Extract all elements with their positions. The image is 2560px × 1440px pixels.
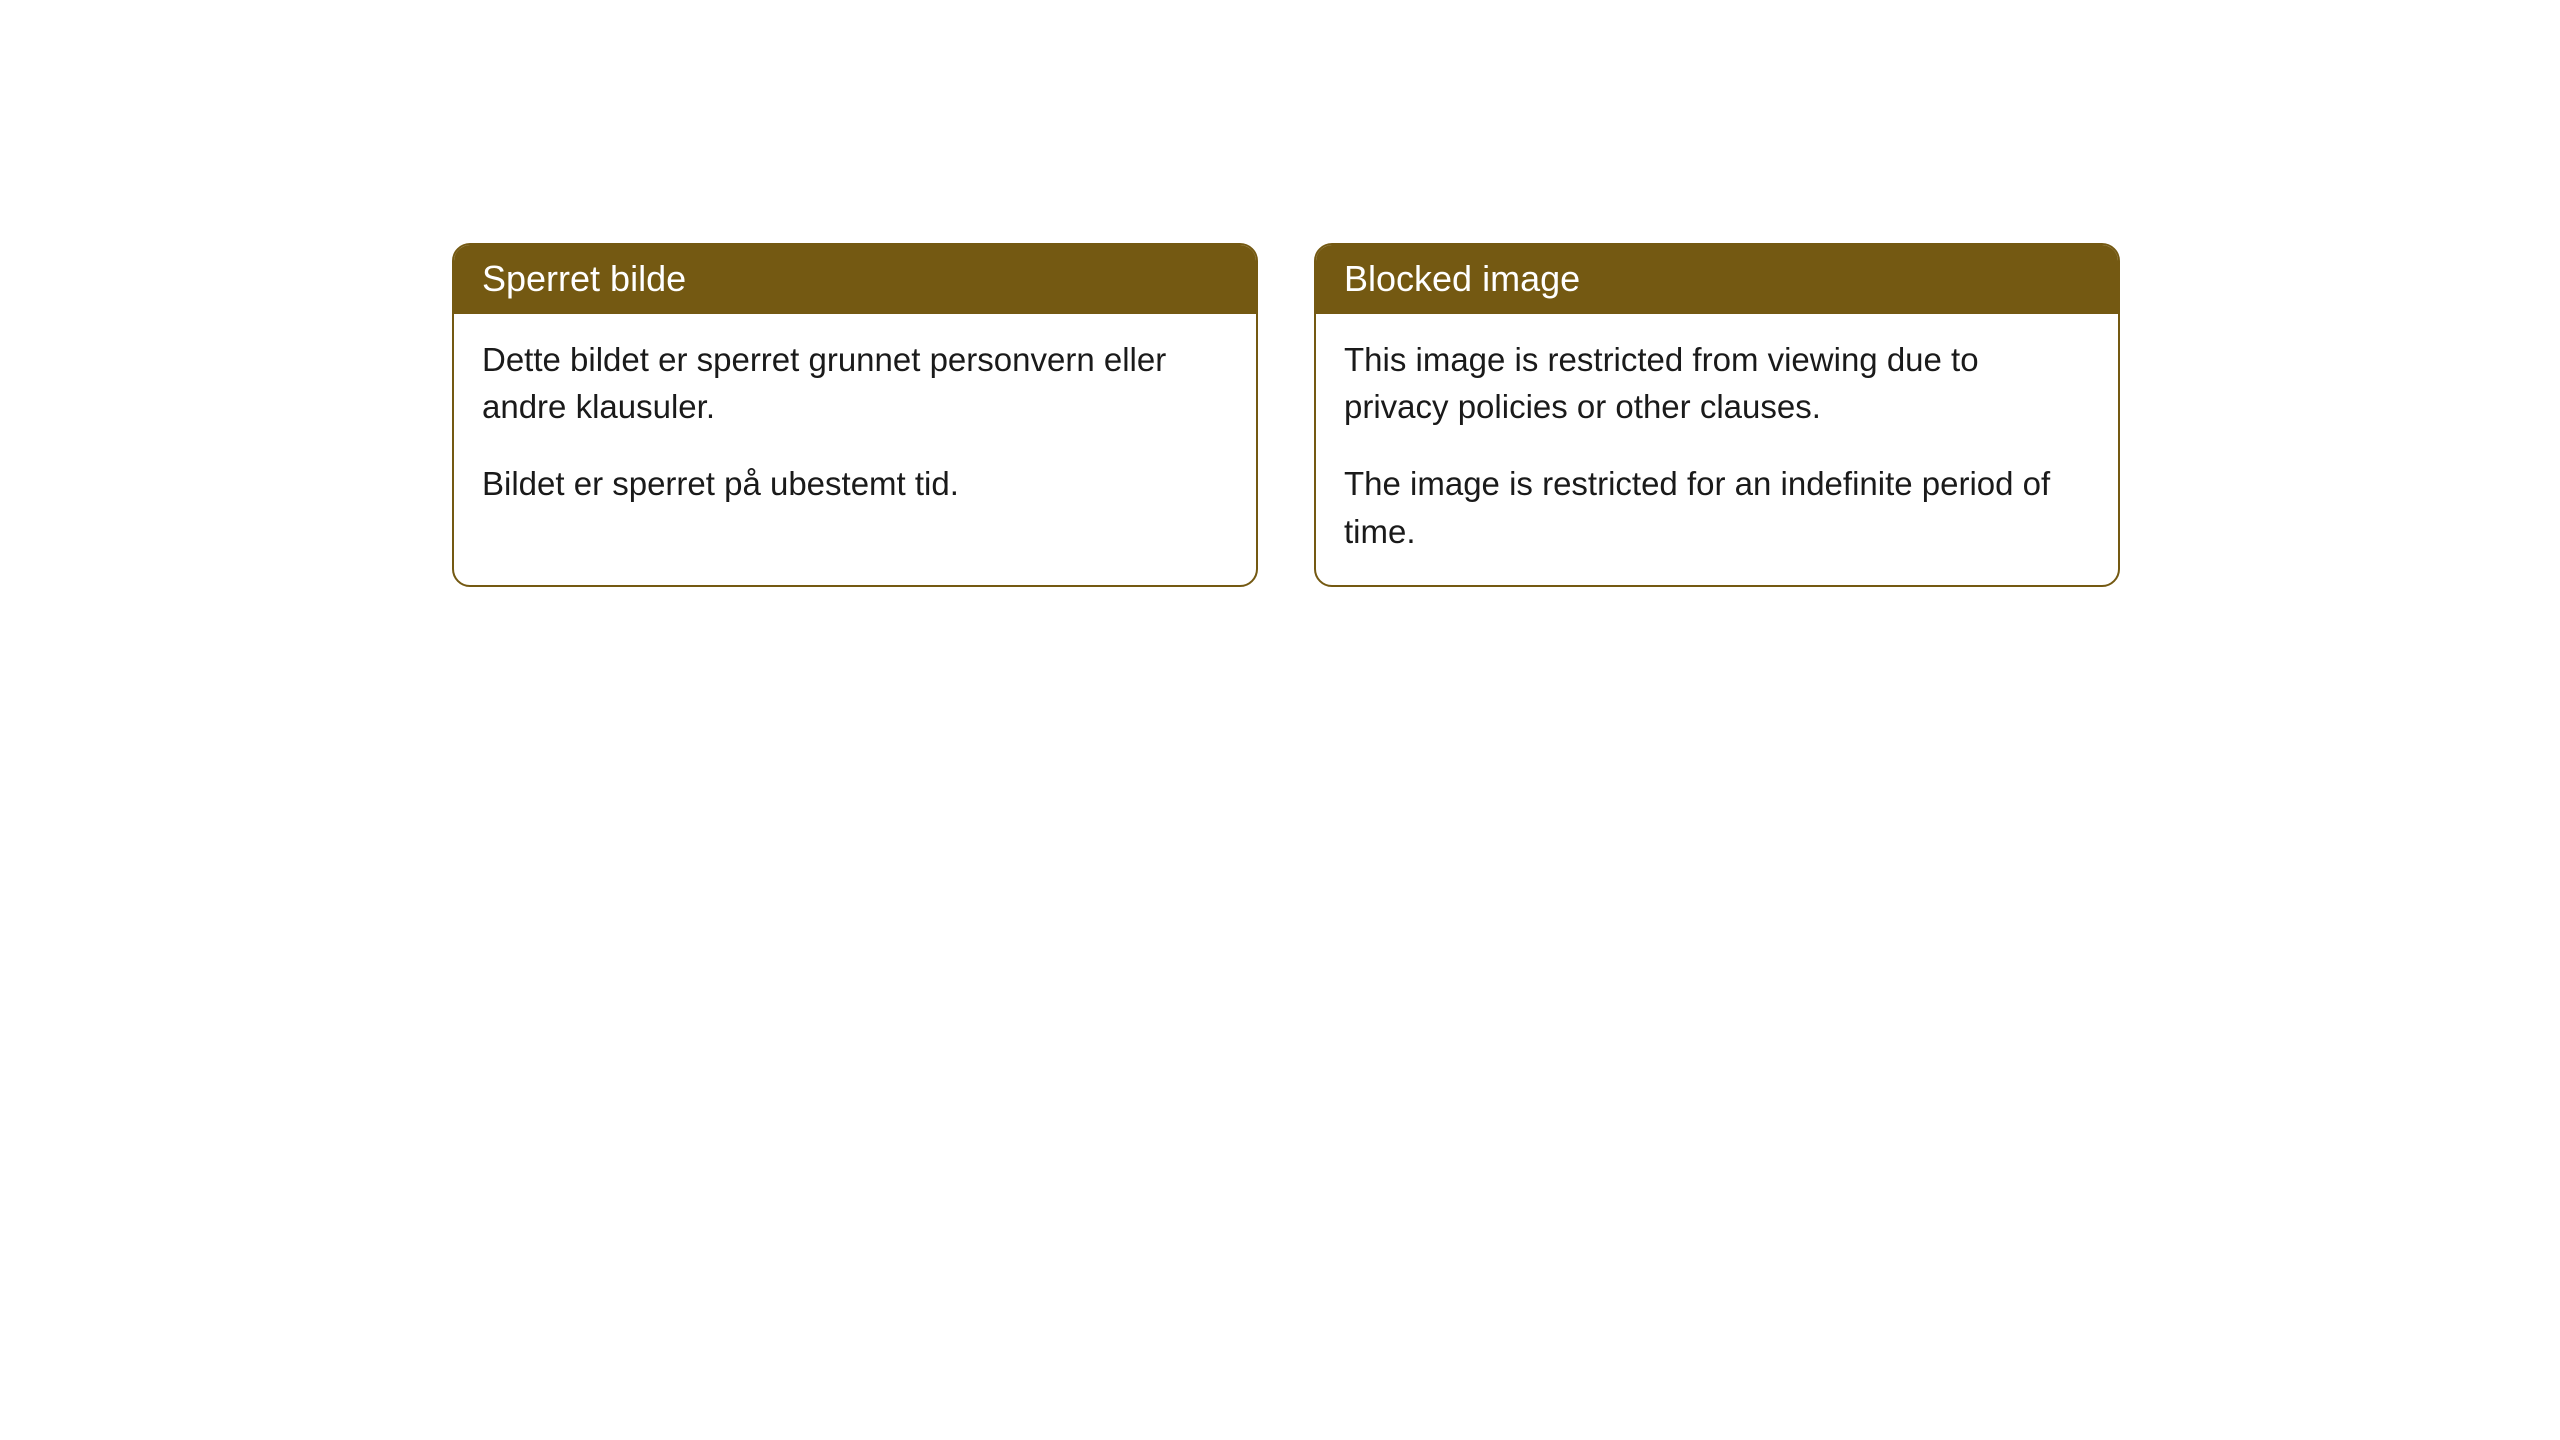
card-body-english: This image is restricted from viewing du…: [1316, 314, 2118, 585]
card-header-english: Blocked image: [1316, 245, 2118, 314]
card-paragraph: This image is restricted from viewing du…: [1344, 336, 2090, 430]
notice-container: Sperret bilde Dette bildet er sperret gr…: [452, 243, 2560, 587]
card-title: Blocked image: [1344, 258, 1580, 299]
card-paragraph: Bildet er sperret på ubestemt tid.: [482, 460, 1228, 507]
card-paragraph: The image is restricted for an indefinit…: [1344, 460, 2090, 554]
notice-card-english: Blocked image This image is restricted f…: [1314, 243, 2120, 587]
card-title: Sperret bilde: [482, 258, 686, 299]
card-paragraph: Dette bildet er sperret grunnet personve…: [482, 336, 1228, 430]
notice-card-norwegian: Sperret bilde Dette bildet er sperret gr…: [452, 243, 1258, 587]
card-header-norwegian: Sperret bilde: [454, 245, 1256, 314]
card-body-norwegian: Dette bildet er sperret grunnet personve…: [454, 314, 1256, 538]
